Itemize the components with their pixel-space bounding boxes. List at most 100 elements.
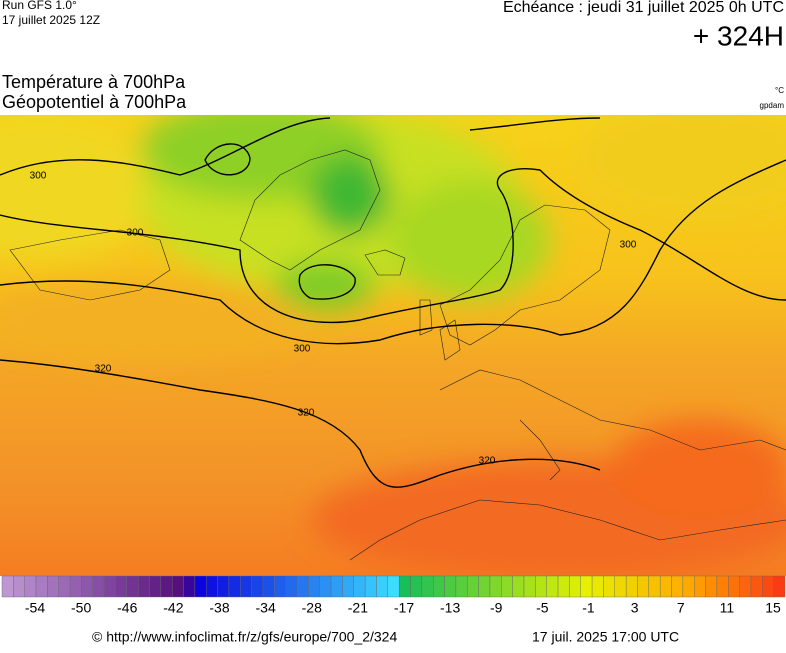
- colorbar-swatch: [614, 575, 627, 598]
- colorbar-tick-label: -38: [209, 600, 229, 616]
- colorbar-swatch: [648, 575, 661, 598]
- footer-source: © http://www.infoclimat.fr/z/gfs/europe/…: [92, 629, 397, 645]
- colorbar-swatch: [81, 575, 93, 598]
- colorbar-swatch: [682, 575, 695, 598]
- colorbar-tick-label: -17: [394, 600, 414, 616]
- colorbar-swatch: [149, 575, 162, 598]
- run-date: 17 juillet 2025 12Z: [2, 13, 100, 27]
- colorbar-swatch: [160, 575, 173, 598]
- colorbar-swatch: [342, 575, 354, 598]
- colorbar-swatch: [92, 575, 105, 598]
- colorbar-swatch: [137, 575, 150, 598]
- colorbar-swatch: [47, 575, 59, 598]
- colorbar-tick-label: -28: [302, 600, 322, 616]
- colorbar-tick-label: -5: [536, 600, 549, 616]
- colorbar-swatch: [546, 575, 559, 598]
- colorbar-swatch: [194, 575, 207, 598]
- colorbar-swatch: [308, 575, 320, 598]
- title-temperature: Température à 700hPa: [2, 72, 186, 92]
- colorbar-swatch: [35, 575, 48, 598]
- colorbar-tick-label: 7: [677, 600, 685, 616]
- contour-label: 320: [95, 364, 112, 375]
- colorbar-tick-label: -46: [117, 600, 137, 616]
- colorbar-tick-label: -50: [71, 600, 91, 616]
- colorbar-swatch: [557, 575, 570, 598]
- colorbar-swatch: [206, 575, 218, 598]
- colorbar-swatch: [569, 575, 581, 598]
- contour-label: 300: [294, 344, 311, 355]
- temperature-shading: [0, 115, 786, 576]
- colorbar-tick-label: -54: [25, 600, 45, 616]
- colorbar-swatch: [580, 575, 593, 598]
- colorbar-swatch: [69, 575, 82, 598]
- colorbar-tick-label: -42: [163, 600, 183, 616]
- colorbar-swatch: [750, 575, 763, 598]
- colorbar-swatch: [671, 575, 684, 598]
- colorbar-swatch: [115, 575, 128, 598]
- colorbar-swatch: [444, 575, 457, 598]
- colorbar-swatch: [501, 575, 513, 598]
- geopotential-contours: [0, 117, 786, 488]
- colorbar-swatch: [251, 575, 264, 598]
- colorbar-swatch: [24, 575, 37, 598]
- lead-time: + 324H: [693, 20, 784, 51]
- colorbar-swatch: [240, 575, 252, 598]
- colorbar-swatch: [762, 575, 774, 598]
- colorbar-swatch: [637, 575, 650, 598]
- colorbar-swatch: [296, 575, 309, 598]
- colorbar-swatch: [523, 575, 536, 598]
- contour-label: 300: [127, 228, 144, 239]
- colorbar-swatch: [467, 575, 479, 598]
- colorbar-swatch: [421, 575, 434, 598]
- colorbar-swatch: [13, 575, 25, 598]
- colorbar-tick-label: -1: [582, 600, 595, 616]
- unit-temperature: °C: [775, 86, 784, 95]
- colorbar-tick-label: -13: [440, 600, 460, 616]
- colorbar-swatch: [535, 575, 547, 598]
- coastlines: [9, 149, 786, 561]
- colorbar-swatch: [433, 575, 445, 598]
- colorbar-swatch: [387, 575, 400, 598]
- colorbar-swatch: [512, 575, 525, 598]
- colorbar-swatch: [172, 575, 184, 598]
- forecast-time: Echéance : jeudi 31 juillet 2025 0h UTC: [503, 0, 784, 16]
- contour-labels: 300 300 300 300 320 320 320: [30, 171, 637, 467]
- map: [0, 115, 786, 576]
- colorbar-tick-label: 3: [631, 600, 639, 616]
- colorbar-tick-label: 15: [765, 600, 781, 616]
- colorbar-swatch: [274, 575, 286, 598]
- colorbar-swatch: [410, 575, 423, 598]
- colorbar-swatch: [591, 575, 604, 598]
- colorbar-swatch: [183, 575, 196, 598]
- colorbar-swatch: [1, 575, 14, 598]
- colorbar: -54 -50 -46 -42 -38 -34 -28 -21 -17 -13 -9 -5 -1 3 7 11…: [1, 575, 786, 616]
- colorbar-swatch: [705, 575, 718, 598]
- colorbar-swatch: [228, 575, 241, 598]
- colorbar-swatch: [455, 575, 468, 598]
- colorbar-tick-label: 11: [720, 600, 735, 616]
- title-geopotential: Géopotentiel à 700hPa: [2, 92, 187, 112]
- colorbar-tick-label: -34: [256, 600, 276, 616]
- colorbar-swatch: [603, 575, 615, 598]
- contour-label: 300: [30, 171, 47, 182]
- colorbar-swatch: [739, 575, 752, 598]
- colorbar-swatch: [58, 575, 71, 598]
- footer-time: 17 juil. 2025 17:00 UTC: [532, 629, 679, 645]
- colorbar-swatch: [773, 575, 786, 598]
- colorbar-swatch: [330, 575, 343, 598]
- colorbar-swatch: [728, 575, 740, 598]
- colorbar-tick-label: -21: [348, 600, 368, 616]
- colorbar-swatch: [694, 575, 706, 598]
- colorbar-swatch: [353, 575, 366, 598]
- contour-label: 300: [620, 240, 637, 251]
- colorbar-swatch: [364, 575, 377, 598]
- colorbar-swatch: [398, 575, 411, 598]
- colorbar-swatch: [285, 575, 298, 598]
- colorbar-swatch: [319, 575, 332, 598]
- colorbar-swatch: [126, 575, 139, 598]
- run-label: Run GFS 1.0°: [2, 0, 77, 12]
- unit-geopotential: gpdam: [760, 101, 785, 110]
- contour-label: 320: [298, 408, 315, 419]
